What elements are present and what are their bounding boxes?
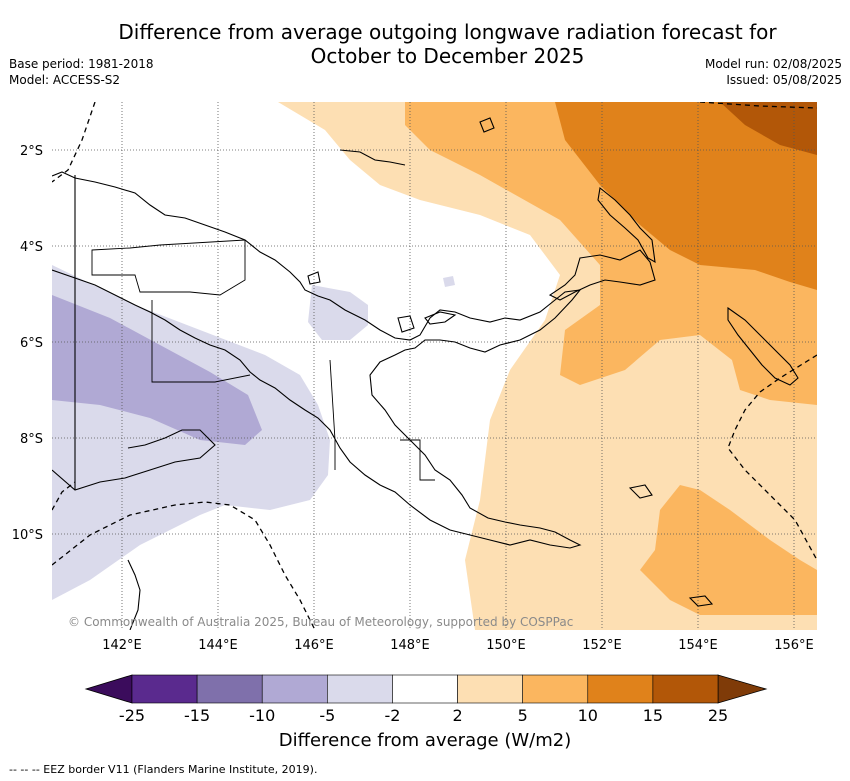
anomaly-band-5-to-10-southeast: [640, 485, 817, 615]
manus-island: [424, 311, 457, 325]
eez-border-northwest: [52, 102, 96, 183]
anomaly-band-15-to-25: [720, 102, 817, 155]
longitude-labels: 142°E 144°E 146°E 148°E 150°E 152°E 154°E 156°E: [102, 638, 814, 653]
anomaly-patch-small: [443, 276, 455, 287]
meta-left: Base period: 1981-2018 Model: ACCESS-S2: [9, 56, 154, 88]
eez-border-east: [727, 354, 817, 561]
colorbar-segment: [131, 674, 198, 704]
new-britain: [548, 249, 656, 301]
colorbar-extend-under: [84, 674, 133, 704]
colorbar-tick-label: 15: [643, 706, 663, 725]
anomaly-band-neg5-to-neg10: [52, 295, 262, 445]
lon-label: 150°E: [486, 638, 526, 653]
colorbar-tick-label: 10: [578, 706, 598, 725]
model-run: Model run: 02/08/2025: [704, 57, 842, 71]
colorbar-tick-label: -5: [319, 706, 335, 725]
south-coast-west: [52, 429, 216, 491]
colorbar-segment: [457, 674, 523, 704]
model-name: Model: ACCESS-S2: [9, 73, 121, 87]
lat-label: 10°S: [12, 528, 43, 543]
colorbar-extend-over: [717, 674, 768, 704]
lat-label: 8°S: [20, 432, 43, 447]
anomaly-band-10-to-15: [555, 102, 817, 290]
issued-date: Issued: 05/08/2025: [726, 73, 842, 87]
islands-chain-north: [339, 149, 406, 166]
island-lake-1: [307, 271, 321, 285]
lon-label: 144°E: [198, 638, 238, 653]
eez-borders: [52, 102, 817, 630]
eez-border-southwest: [52, 481, 76, 511]
colorbar-segment: [327, 674, 393, 704]
island-lake-2: [397, 315, 415, 333]
islands-southeast-2: [688, 595, 714, 607]
islands-southeast-1: [628, 484, 653, 499]
colorbar: -25 -15 -10 -5 -2 2 5 10 15 25: [84, 674, 768, 725]
eez-border-north: [699, 102, 817, 109]
cape-york: [127, 559, 141, 630]
colorbar-tick-label: -2: [384, 706, 400, 725]
lon-label: 142°E: [102, 638, 142, 653]
graticule: [52, 102, 817, 630]
base-period: Base period: 1981-2018: [9, 57, 154, 71]
map-title: Difference from average outgoing longwav…: [0, 20, 850, 68]
map-panel: © Commonwealth of Australia 2025, Bureau…: [52, 102, 817, 630]
eez-footnote: -- -- -- EEZ border V11 (Flanders Marine…: [9, 763, 318, 776]
colorbar-segment: [261, 674, 328, 704]
new-guinea-coastline: [52, 171, 582, 549]
meta-right: Model run: 02/08/2025 Issued: 05/08/2025: [705, 56, 842, 88]
new-ireland: [597, 186, 656, 264]
colorbar-tick-label: 2: [452, 706, 462, 725]
coastlines: [52, 117, 799, 630]
colorbar-tick-label: 25: [708, 706, 728, 725]
lon-label: 154°E: [678, 638, 718, 653]
colorbar-tick-label: -15: [184, 706, 210, 725]
colorbar-segment: [522, 674, 589, 704]
colorbar-segment: [587, 674, 654, 704]
colorbar-tick-label: -10: [249, 706, 275, 725]
colorbar-segment: [196, 674, 263, 704]
bougainville: [727, 306, 799, 386]
anomaly-patch-neg2-to-neg5-east: [308, 285, 368, 340]
latitude-labels: 2°S 4°S 6°S 8°S 10°S: [12, 144, 43, 543]
copyright-notice: © Commonwealth of Australia 2025, Bureau…: [68, 615, 573, 629]
colorbar-title: Difference from average (W/m2): [278, 730, 572, 751]
colorbar-segment: [392, 674, 458, 704]
lon-label: 146°E: [294, 638, 334, 653]
lat-label: 4°S: [20, 240, 43, 255]
lat-label: 6°S: [20, 336, 43, 351]
colorbar-segment: [652, 674, 719, 704]
colorbar-tick-label: 5: [518, 706, 528, 725]
colorbar-tick-label: -25: [119, 706, 145, 725]
lon-label: 152°E: [582, 638, 622, 653]
title-line-1: Difference from average outgoing longwav…: [118, 20, 777, 44]
island-north: [479, 117, 495, 133]
lat-label: 2°S: [20, 144, 43, 159]
lon-label: 148°E: [390, 638, 430, 653]
lon-label: 156°E: [774, 638, 814, 653]
title-line-2: October to December 2025: [310, 44, 585, 68]
province-borders: [91, 239, 435, 481]
